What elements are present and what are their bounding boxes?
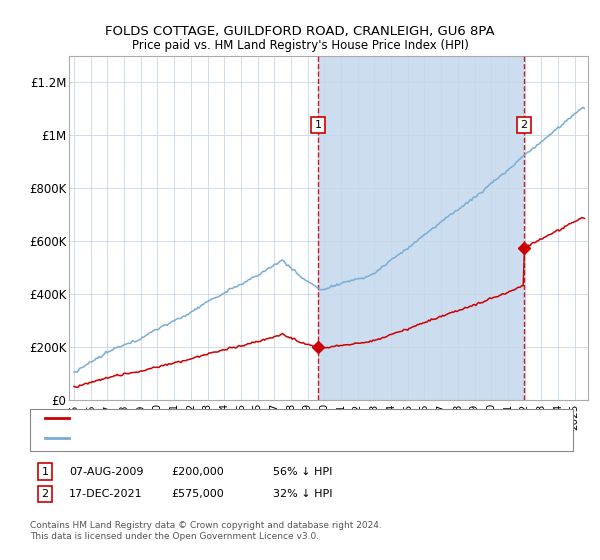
Text: 1: 1 <box>41 466 49 477</box>
Text: HPI: Average price, detached house, Waverley: HPI: Average price, detached house, Wave… <box>73 433 314 444</box>
Text: FOLDS COTTAGE, GUILDFORD ROAD, CRANLEIGH, GU6 8PA (detached house): FOLDS COTTAGE, GUILDFORD ROAD, CRANLEIGH… <box>73 413 475 423</box>
Text: 2: 2 <box>520 120 527 130</box>
Text: 1: 1 <box>314 120 322 130</box>
Text: 32% ↓ HPI: 32% ↓ HPI <box>273 489 332 499</box>
Text: 07-AUG-2009: 07-AUG-2009 <box>69 466 143 477</box>
Text: £575,000: £575,000 <box>171 489 224 499</box>
Text: 56% ↓ HPI: 56% ↓ HPI <box>273 466 332 477</box>
Bar <box>318 56 524 400</box>
Text: This data is licensed under the Open Government Licence v3.0.: This data is licensed under the Open Gov… <box>30 532 319 541</box>
Text: 2: 2 <box>41 489 49 499</box>
Text: Contains HM Land Registry data © Crown copyright and database right 2024.: Contains HM Land Registry data © Crown c… <box>30 521 382 530</box>
Text: £200,000: £200,000 <box>171 466 224 477</box>
Text: 17-DEC-2021: 17-DEC-2021 <box>69 489 143 499</box>
Text: Price paid vs. HM Land Registry's House Price Index (HPI): Price paid vs. HM Land Registry's House … <box>131 39 469 52</box>
Text: FOLDS COTTAGE, GUILDFORD ROAD, CRANLEIGH, GU6 8PA: FOLDS COTTAGE, GUILDFORD ROAD, CRANLEIGH… <box>105 25 495 38</box>
